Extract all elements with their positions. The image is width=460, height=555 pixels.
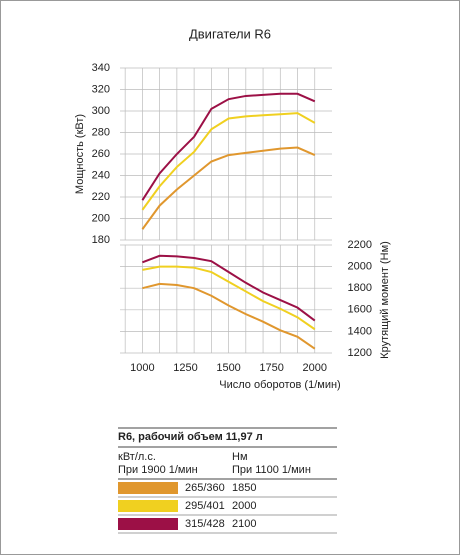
y-axis-label: Мощность (кВт) bbox=[74, 114, 86, 194]
y-tick-label: 240 bbox=[92, 169, 110, 181]
y-tick-label: 320 bbox=[92, 83, 110, 95]
legend-entry: 2100 bbox=[232, 518, 256, 530]
y-tick-label: 260 bbox=[92, 148, 110, 160]
series-line bbox=[142, 265, 316, 331]
y2-tick-label: 2200 bbox=[348, 239, 372, 251]
legend-entry: 2000 bbox=[232, 500, 256, 512]
y2-tick-label: 1800 bbox=[348, 282, 372, 294]
y2-axis-label: Крутящий момент (Нм) bbox=[379, 241, 391, 359]
y2-tick-label: 2000 bbox=[348, 261, 372, 273]
y-tick-label: 340 bbox=[92, 62, 110, 74]
legend-header: При 1100 1/мин bbox=[232, 464, 311, 476]
y-tick-label: 280 bbox=[92, 126, 110, 138]
legend-entry: 295/401 bbox=[185, 500, 225, 512]
series-line bbox=[141, 112, 316, 211]
y-tick-label: 180 bbox=[92, 234, 110, 246]
x-tick-label: 1000 bbox=[130, 362, 154, 374]
y2-tick-label: 1400 bbox=[348, 325, 372, 337]
series-line bbox=[141, 92, 316, 201]
x-tick-label: 1500 bbox=[216, 362, 240, 374]
legend-entry: 1850 bbox=[232, 482, 256, 494]
legend-title: R6, рабочий объем 11,97 л bbox=[118, 431, 263, 443]
x-tick-label: 1750 bbox=[259, 362, 283, 374]
legend-header: При 1900 1/мин bbox=[118, 464, 198, 476]
legend-header: кВт/л.с. bbox=[118, 451, 156, 463]
y-tick-label: 220 bbox=[92, 191, 110, 203]
legend-header: Нм bbox=[232, 451, 248, 463]
series-line bbox=[142, 254, 316, 322]
legend-swatch bbox=[118, 482, 178, 494]
y-tick-label: 300 bbox=[92, 105, 110, 117]
legend-swatch bbox=[118, 518, 178, 530]
legend-swatch bbox=[118, 500, 178, 512]
chart-title: Двигатели R6 bbox=[189, 26, 271, 41]
y-tick-label: 200 bbox=[92, 212, 110, 224]
series-line bbox=[141, 146, 316, 230]
x-tick-label: 2000 bbox=[303, 362, 327, 374]
legend-entry: 315/428 bbox=[185, 518, 225, 530]
series-line bbox=[142, 282, 316, 350]
y2-tick-label: 1600 bbox=[348, 304, 372, 316]
x-axis-label: Число оборотов (1/мин) bbox=[219, 379, 340, 391]
y2-tick-label: 1200 bbox=[348, 347, 372, 359]
legend-entry: 265/360 bbox=[185, 482, 225, 494]
x-tick-label: 1250 bbox=[173, 362, 197, 374]
